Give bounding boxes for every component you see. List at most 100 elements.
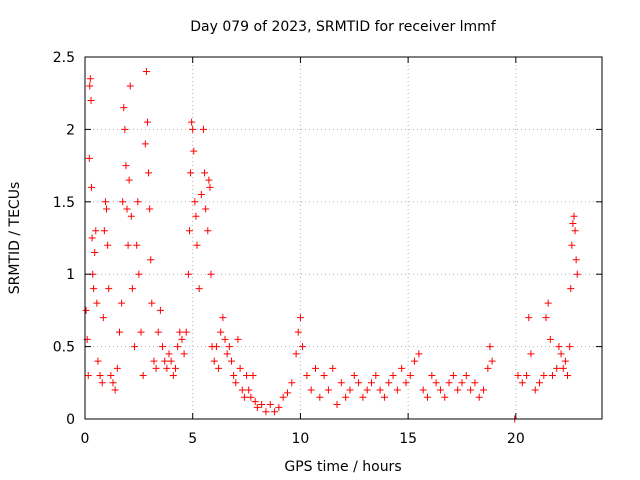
data-point xyxy=(165,350,173,358)
data-point xyxy=(223,350,231,358)
data-point xyxy=(518,379,526,387)
data-point xyxy=(127,212,135,220)
data-point xyxy=(471,379,479,387)
data-point xyxy=(100,227,108,235)
data-point xyxy=(525,314,533,322)
data-point xyxy=(514,372,522,380)
data-point xyxy=(185,227,193,235)
data-point xyxy=(143,118,151,126)
data-point xyxy=(85,154,93,162)
data-point xyxy=(188,118,196,126)
data-point xyxy=(137,328,145,336)
data-point xyxy=(398,364,406,372)
data-point xyxy=(159,343,167,351)
data-point xyxy=(221,335,229,343)
data-point xyxy=(337,379,345,387)
y-tick-label: 2 xyxy=(66,122,75,138)
data-point xyxy=(90,285,98,293)
data-point xyxy=(419,386,427,394)
data-point xyxy=(564,372,572,380)
data-point xyxy=(569,220,577,228)
data-point xyxy=(234,335,242,343)
data-point xyxy=(572,256,580,264)
data-point xyxy=(93,299,101,307)
data-point xyxy=(84,372,92,380)
data-point xyxy=(190,147,198,155)
data-point xyxy=(120,104,128,112)
x-tick-label: 10 xyxy=(292,431,310,447)
data-point xyxy=(111,386,119,394)
x-tick-label: 5 xyxy=(188,431,197,447)
data-point xyxy=(557,350,565,358)
data-point xyxy=(87,183,95,191)
data-point xyxy=(546,335,554,343)
data-point xyxy=(169,372,177,380)
data-point xyxy=(240,393,248,401)
data-point xyxy=(238,386,246,394)
data-point xyxy=(96,372,104,380)
data-point xyxy=(107,372,115,380)
data-point xyxy=(262,408,270,416)
data-point xyxy=(99,314,107,322)
data-point xyxy=(207,270,215,278)
data-point xyxy=(411,357,419,365)
data-point xyxy=(346,386,354,394)
data-point xyxy=(113,364,121,372)
data-point xyxy=(316,393,324,401)
data-point xyxy=(249,372,257,380)
data-point xyxy=(355,379,363,387)
data-point xyxy=(372,372,380,380)
data-point xyxy=(148,299,156,307)
data-point xyxy=(486,343,494,351)
data-point xyxy=(389,372,397,380)
data-point xyxy=(199,125,207,133)
data-point xyxy=(121,125,129,133)
data-point xyxy=(320,372,328,380)
data-point xyxy=(475,393,483,401)
data-point xyxy=(311,364,319,372)
data-point xyxy=(376,386,384,394)
data-point xyxy=(283,389,291,397)
data-point xyxy=(109,379,117,387)
data-point xyxy=(536,379,544,387)
data-point xyxy=(184,270,192,278)
data-point xyxy=(350,372,358,380)
data-point xyxy=(436,386,444,394)
data-point xyxy=(88,234,96,242)
data-point xyxy=(288,379,296,387)
data-point xyxy=(225,343,233,351)
x-tick-label: 20 xyxy=(507,431,525,447)
data-point xyxy=(119,198,127,206)
data-point xyxy=(329,364,337,372)
data-point xyxy=(103,205,111,213)
data-point xyxy=(488,357,496,365)
data-point xyxy=(568,241,576,249)
data-point xyxy=(187,169,195,177)
data-point xyxy=(204,227,212,235)
data-point xyxy=(258,401,266,409)
data-point xyxy=(462,372,470,380)
data-point xyxy=(180,350,188,358)
data-point xyxy=(247,393,255,401)
data-point xyxy=(342,393,350,401)
x-tick-label: 0 xyxy=(81,431,90,447)
data-point xyxy=(299,343,307,351)
data-point xyxy=(131,343,139,351)
data-point xyxy=(531,386,539,394)
data-point xyxy=(566,343,574,351)
data-point xyxy=(523,372,531,380)
data-point xyxy=(402,379,410,387)
data-point xyxy=(368,379,376,387)
data-point xyxy=(553,364,561,372)
data-point xyxy=(527,350,535,358)
data-point xyxy=(251,398,259,406)
data-point xyxy=(561,357,569,365)
data-point xyxy=(454,386,462,394)
data-point xyxy=(145,169,153,177)
data-point xyxy=(176,328,184,336)
data-point xyxy=(567,285,575,293)
data-point xyxy=(94,357,102,365)
data-point xyxy=(118,299,126,307)
data-point xyxy=(467,386,475,394)
